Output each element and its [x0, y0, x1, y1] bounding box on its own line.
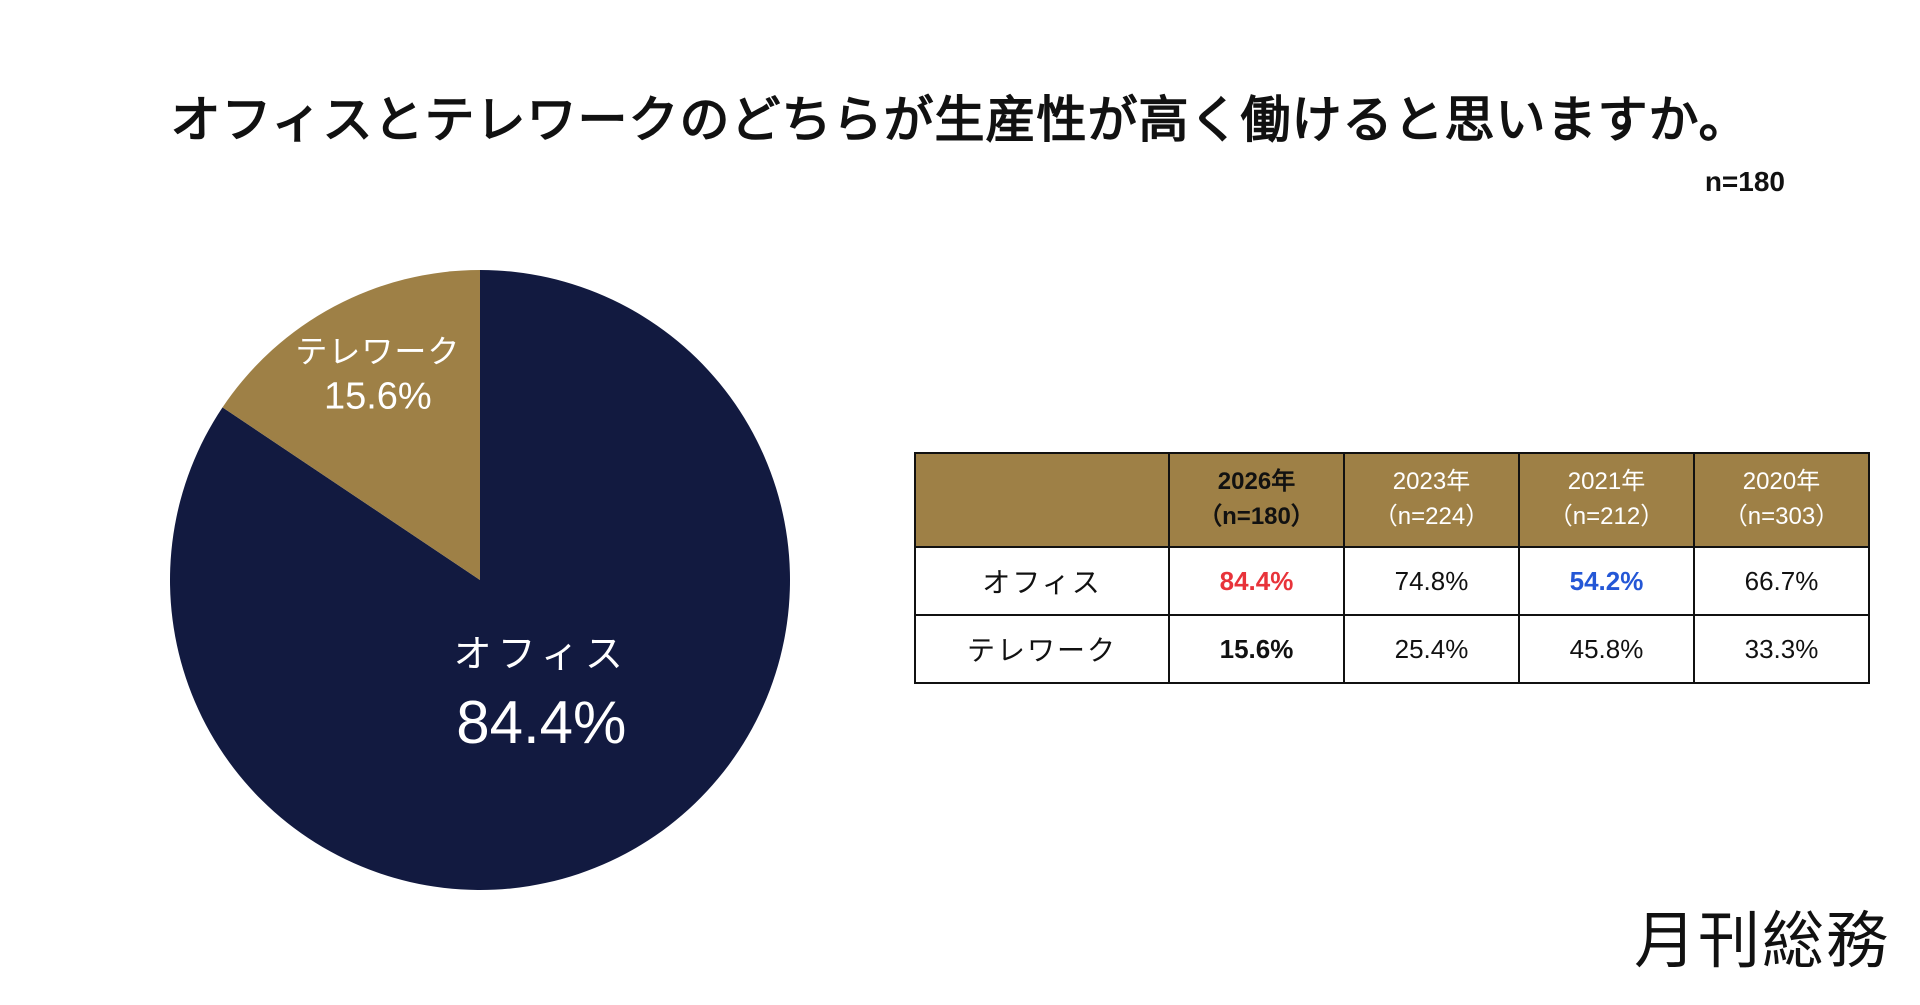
- column-year: 2021年: [1567, 468, 1646, 496]
- column-n: （n=180）: [1198, 503, 1315, 530]
- row-label-telework: テレワーク: [914, 614, 1170, 684]
- column-year: 2026年: [1217, 468, 1296, 496]
- column-n: （n=212）: [1548, 503, 1665, 530]
- cell-telework-2026: 15.6%: [1168, 614, 1345, 684]
- column-header-2026: 2026年 （n=180）: [1168, 452, 1345, 548]
- cell-office-2026: 84.4%: [1168, 546, 1345, 616]
- column-header-2023: 2023年 （n=224）: [1343, 452, 1520, 548]
- column-header-2020: 2020年 （n=303）: [1693, 452, 1870, 548]
- pie-value-telework: 15.6%: [324, 376, 432, 418]
- sample-size-note: n=180: [1704, 166, 1785, 197]
- cell-office-2020: 66.7%: [1693, 546, 1870, 616]
- cell-telework-2021: 45.8%: [1518, 614, 1695, 684]
- cell-office-2021: 54.2%: [1518, 546, 1695, 616]
- brand-logo: 月刊総務: [1633, 904, 1890, 977]
- cell-office-2023: 74.8%: [1343, 546, 1520, 616]
- table-row-telework: テレワーク 15.6% 25.4% 45.8% 33.3%: [914, 614, 1870, 684]
- pie-label-office: オフィス: [454, 632, 629, 676]
- pie-slice-office: [169, 270, 790, 890]
- pie-value-office: 84.4%: [456, 689, 626, 756]
- column-n: （n=224）: [1373, 503, 1490, 530]
- pie-label-telework: テレワーク: [295, 333, 460, 371]
- table-row-office: オフィス 84.4% 74.8% 54.2% 66.7%: [914, 546, 1870, 616]
- yearly-comparison-table: 2026年 （n=180） 2023年 （n=224） 2021年 （n=212…: [914, 452, 1870, 684]
- column-header-2021: 2021年 （n=212）: [1518, 452, 1695, 548]
- pie-slice-telework: [222, 270, 481, 580]
- column-n: （n=303）: [1723, 503, 1840, 530]
- table-corner-cell: [914, 452, 1170, 548]
- column-year: 2023年: [1392, 468, 1471, 496]
- cell-telework-2023: 25.4%: [1343, 614, 1520, 684]
- pie-chart: オフィス 84.4% テレワーク 15.6%: [169, 270, 790, 890]
- column-year: 2020年: [1742, 468, 1821, 496]
- row-label-office: オフィス: [914, 546, 1170, 616]
- chart-title: オフィスとテレワークのどちらが生産性が高く働けると思いますか。: [170, 91, 1750, 149]
- cell-telework-2020: 33.3%: [1693, 614, 1870, 684]
- table-header-row: 2026年 （n=180） 2023年 （n=224） 2021年 （n=212…: [914, 452, 1870, 548]
